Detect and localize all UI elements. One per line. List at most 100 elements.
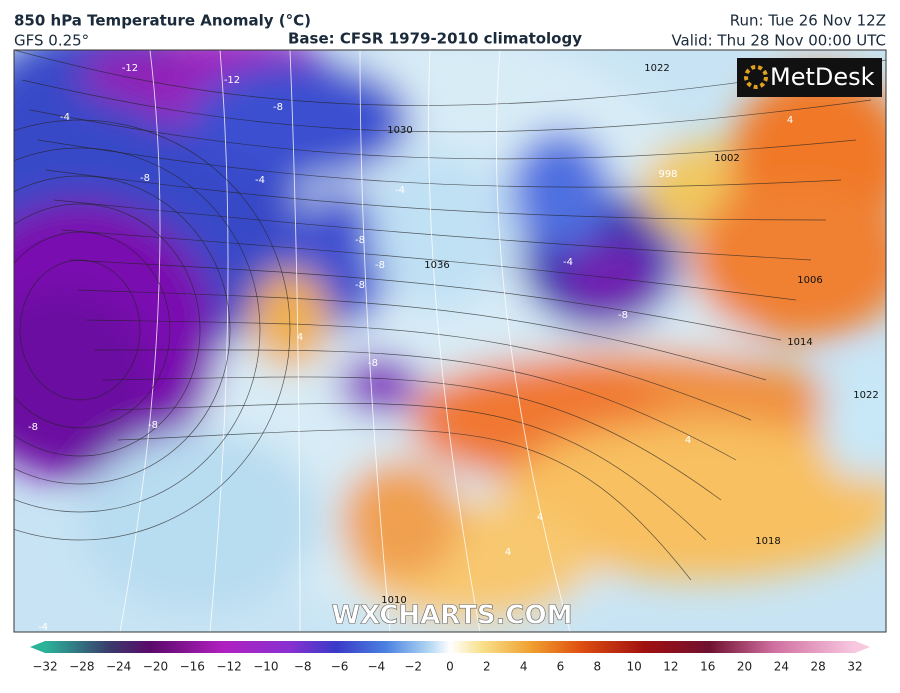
contour-label: 1036: [424, 260, 449, 271]
colorbar-label: −8: [294, 660, 312, 674]
contour-label: -4: [60, 112, 70, 123]
isobar: [69, 259, 782, 341]
contour-label: 1022: [853, 390, 878, 401]
contour-label: -12: [122, 63, 138, 74]
colorbar-label: 6: [557, 660, 565, 674]
colorbar-label: 8: [593, 660, 601, 674]
anomaly-blob: [190, 60, 410, 180]
temperature-contour: [359, 50, 391, 632]
colorbar-label: 20: [737, 660, 752, 674]
anomaly-blob: [500, 420, 886, 580]
isobar: [77, 289, 767, 381]
colorbar-label: −28: [69, 660, 94, 674]
isobar: [19, 259, 141, 401]
colorbar-label: −24: [106, 660, 131, 674]
contour-label: -8: [273, 102, 283, 113]
colorbar-label: −10: [253, 660, 278, 674]
contour-label: -4: [38, 622, 48, 633]
model: GFS 0.25°: [14, 32, 89, 50]
contour-label: -4: [395, 185, 405, 196]
contour-label: 4: [537, 512, 543, 523]
contour-label: -4: [563, 257, 573, 268]
colorbar-labels: −32 −28 −24 −20 −16 −12 −10 −8 −6 −4 −2 0 2 4 6 8 10 12 16…: [32, 660, 862, 674]
title: 850 hPa Temperature Anomaly (°C): [14, 12, 311, 30]
anomaly-blob: [510, 130, 610, 250]
contour-label: 1006: [797, 275, 822, 286]
logo: MetDesk: [770, 63, 875, 91]
colorbar-min-arrow: [30, 641, 45, 653]
contour-label: 4: [787, 115, 793, 126]
colorbar: [45, 641, 855, 653]
logo-box: [737, 58, 882, 97]
isobar: [117, 429, 692, 581]
temperature-contour: [289, 50, 301, 632]
anomaly-blob: [14, 290, 150, 470]
contour-label: 1022: [644, 63, 669, 74]
colorbar-label: −12: [216, 660, 241, 674]
temperature-contour: [119, 50, 161, 632]
colorbar-label: 24: [774, 660, 789, 674]
isobar: [45, 169, 827, 221]
contour-label: -8: [355, 235, 365, 246]
contour-label: 1010: [381, 595, 406, 606]
anomaly-blob: [370, 150, 510, 310]
anomaly-blob: [560, 240, 660, 320]
watermark: WXCHARTS.COM: [331, 601, 572, 631]
contour-label: 1002: [714, 153, 739, 164]
temperature-contour: [495, 50, 571, 632]
anomaly-blob: [80, 430, 320, 610]
anomaly-blob: [340, 460, 460, 580]
contour-label: -8: [28, 422, 38, 433]
colorbar-label: 12: [663, 660, 678, 674]
isobar: [14, 231, 171, 429]
contour-label: 1014: [787, 337, 812, 348]
anomaly-blob: [340, 355, 420, 415]
contour-label: -8: [148, 420, 158, 431]
isobar: [29, 109, 857, 160]
isobar: [53, 199, 812, 261]
isobar: [21, 79, 872, 133]
colorbar-label: −4: [368, 660, 386, 674]
contour-label: 1018: [755, 536, 780, 547]
isobar: [14, 203, 201, 457]
colorbar-label: −20: [143, 660, 168, 674]
contour-label: 998: [658, 169, 677, 180]
colorbar-label: 0: [446, 660, 454, 674]
logo-icon: [744, 65, 768, 89]
colorbar-label: 2: [483, 660, 491, 674]
anomaly-blob: [690, 180, 886, 340]
colorbar-label: 32: [847, 660, 862, 674]
contour-label: 4: [297, 332, 303, 343]
isobar: [109, 403, 707, 541]
contour-label: 1030: [387, 125, 412, 136]
colorbar-label: −16: [180, 660, 205, 674]
colorbar-label: −2: [404, 660, 422, 674]
colorbar-label: −32: [32, 660, 57, 674]
contour-label: 4: [685, 435, 691, 446]
contours: [14, 50, 886, 632]
isobar: [101, 376, 722, 501]
valid: Valid: Thu 28 Nov 00:00 UTC: [671, 32, 886, 50]
colorbar-label: 28: [811, 660, 826, 674]
isobar: [61, 229, 797, 301]
contour-labels: -12 -12 -8 -4 -8 -4 -8 -8 -8 -4 4 -8 1030 1022 1002 998…: [28, 63, 879, 633]
contour-label: -12: [224, 75, 240, 86]
contour-label: -8: [355, 280, 365, 291]
run: Run: Tue 26 Nov 12Z: [730, 12, 886, 30]
temperature-contour: [209, 50, 229, 632]
map-frame: [13, 49, 887, 633]
colorbar-label: −6: [331, 660, 349, 674]
contour-label: -8: [140, 173, 150, 184]
temperature-contour: [428, 50, 481, 632]
colorbar-max-arrow: [855, 641, 870, 653]
isobar: [14, 50, 886, 106]
isobar: [14, 175, 231, 485]
colorbar-label: 10: [626, 660, 641, 674]
anomaly-field: [14, 50, 886, 630]
contour-label: -8: [368, 358, 378, 369]
isobar: [14, 147, 261, 513]
anomaly-blob: [80, 50, 200, 105]
contour-label: -4: [255, 175, 265, 186]
colorbar-label: 4: [520, 660, 528, 674]
